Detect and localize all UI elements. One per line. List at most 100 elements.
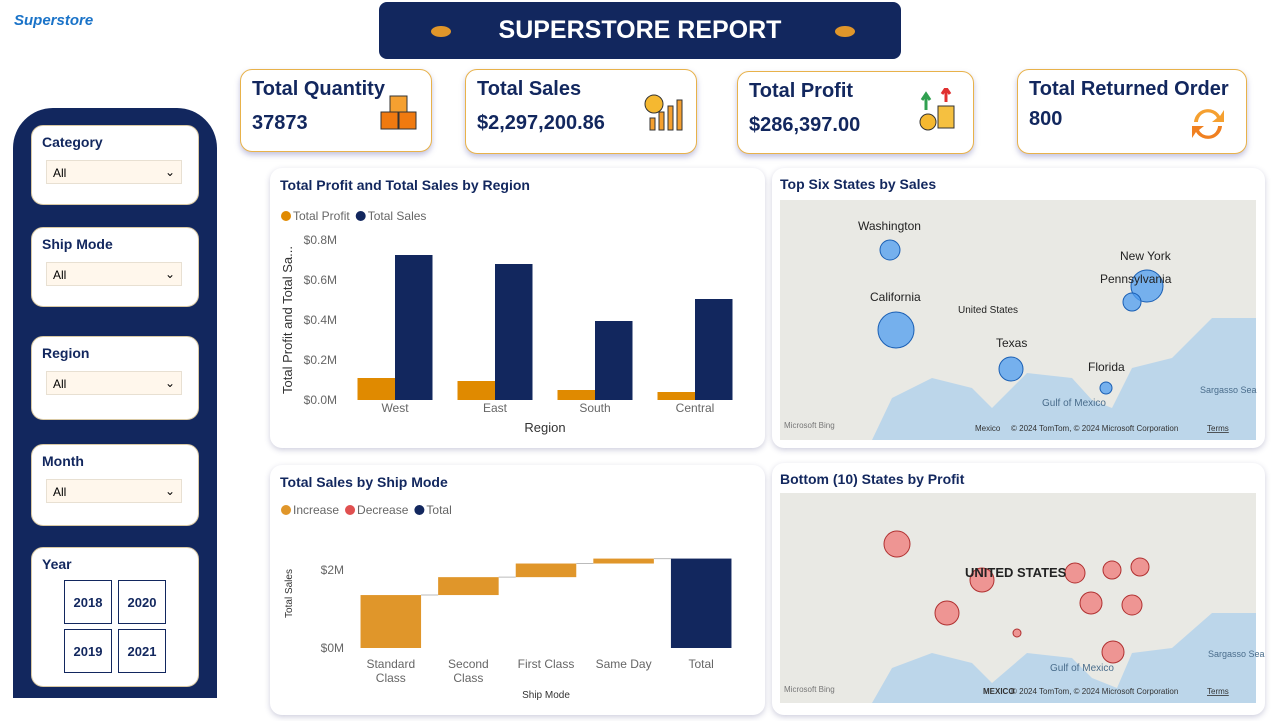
- kpi-icon: [919, 88, 955, 131]
- map-credit: © 2024 TomTom, © 2024 Microsoft Corporat…: [1011, 424, 1178, 433]
- bar: [360, 595, 422, 648]
- x-tick-label: Second Class: [448, 657, 489, 685]
- kpi-value: 800: [1029, 108, 1063, 130]
- kpi-card: Total Quantity 37873: [240, 69, 432, 152]
- bar: [593, 558, 654, 564]
- filter-label: Category: [42, 134, 103, 150]
- decoration: [431, 26, 451, 37]
- kpi-label: Total Sales: [477, 78, 582, 100]
- x-tick-label: Central: [676, 401, 715, 415]
- dropdown[interactable]: All ⌄: [46, 479, 182, 503]
- legend-label: Total: [426, 503, 451, 517]
- kpi-card: Total Returned Order 800: [1017, 69, 1247, 154]
- y-tick-label: $0.0M: [304, 393, 337, 407]
- bar: [395, 255, 433, 400]
- filter-panel: Category All ⌄ Ship Mode All ⌄ Region All ⌄ Mo…: [13, 108, 217, 698]
- y-tick-label: $0.6M: [304, 273, 337, 287]
- map-title: Top Six States by Sales: [780, 176, 936, 192]
- map-credit[interactable]: Terms: [1207, 687, 1229, 696]
- dropdown[interactable]: All ⌄: [46, 160, 182, 184]
- map-label: New York: [1120, 249, 1172, 263]
- map-credit[interactable]: Terms: [1207, 424, 1229, 433]
- y-tick-label: $0.8M: [304, 233, 337, 247]
- filter-label: Ship Mode: [42, 236, 113, 252]
- dropdown-value: All: [53, 268, 67, 282]
- bar: [357, 378, 395, 400]
- kpi-label: Total Quantity: [252, 78, 385, 100]
- dropdown[interactable]: All ⌄: [46, 262, 182, 286]
- map-label: Florida: [1088, 360, 1125, 374]
- y-tick-label: $2M: [321, 563, 344, 577]
- water-label: Sargasso Sea: [1208, 649, 1265, 659]
- filter-card: Region All ⌄: [31, 336, 199, 420]
- map-label: UNITED STATES: [965, 565, 1067, 580]
- chart: Total Sales by Ship Mode Increase Decrease…: [280, 474, 732, 701]
- kpi-icon: [380, 95, 417, 130]
- x-tick-label: Total: [688, 657, 714, 671]
- year-button[interactable]: 2021: [118, 629, 166, 673]
- map: Top Six States by Sales Washington Calif…: [780, 176, 1257, 440]
- filter-card: Ship Mode All ⌄: [31, 227, 199, 307]
- y-axis-title: Total Sales: [284, 569, 295, 618]
- kpi-label: Total Profit: [749, 80, 854, 102]
- kpi-label: Total Returned Order: [1029, 78, 1229, 100]
- legend-label: Total Profit: [293, 209, 350, 223]
- kpi-value: $2,297,200.86: [477, 112, 605, 134]
- map-credit: Microsoft Bing: [784, 421, 835, 430]
- chart-card: Total Sales by Ship Mode Increase Decrease…: [270, 465, 765, 715]
- bubbles: [883, 530, 1150, 664]
- map-label: California: [870, 290, 921, 304]
- legend-swatch: [345, 505, 356, 515]
- chevron: ⌄: [164, 165, 175, 179]
- y-tick-label: $0.4M: [304, 313, 337, 327]
- logo: Superstore: [14, 12, 94, 29]
- legend-swatch: [355, 211, 366, 221]
- map-label: United States: [958, 305, 1018, 316]
- dropdown-value: All: [53, 377, 67, 391]
- chart-title: Total Sales by Ship Mode: [280, 474, 448, 490]
- filter-label: Year: [42, 556, 72, 572]
- y-tick-label: $0.2M: [304, 353, 337, 367]
- bar: [595, 321, 633, 400]
- bar: [515, 563, 577, 578]
- kpi-icon: [644, 94, 683, 131]
- kpi-card: Total Profit $286,397.00: [737, 71, 974, 154]
- bar: [657, 392, 695, 400]
- map-label: Washington: [858, 219, 921, 233]
- bar: [495, 264, 533, 400]
- year-button[interactable]: 2019: [64, 629, 112, 673]
- legend-label: Increase: [293, 503, 339, 517]
- x-tick-label: South: [579, 401, 610, 415]
- year-button[interactable]: 2018: [64, 580, 112, 624]
- bar: [670, 558, 732, 648]
- kpi-value: 37873: [252, 112, 308, 134]
- kpi-card: Total Sales $2,297,200.86: [465, 69, 697, 154]
- bar: [457, 381, 495, 400]
- map-label: Texas: [996, 336, 1027, 350]
- x-tick-label: East: [483, 401, 508, 415]
- dropdown[interactable]: All ⌄: [46, 371, 182, 395]
- bar: [695, 299, 733, 400]
- x-tick-label: West: [381, 401, 409, 415]
- header-banner: SUPERSTORE REPORT: [379, 2, 901, 59]
- decoration: [835, 26, 855, 37]
- legend-label: Decrease: [357, 503, 409, 517]
- chart-card: Total Profit and Total Sales by Region To…: [270, 168, 765, 448]
- water-label: Gulf of Mexico: [1050, 663, 1114, 674]
- map: Bottom (10) States by Profit UNITED STAT…: [780, 471, 1265, 703]
- map-label: Pennsylvania: [1100, 272, 1172, 286]
- map-credit: © 2024 TomTom, © 2024 Microsoft Corporat…: [1011, 687, 1178, 696]
- year-button[interactable]: 2020: [118, 580, 166, 624]
- x-tick-label: Standard Class: [366, 657, 416, 685]
- bubbles: [877, 239, 1164, 395]
- legend-swatch: [281, 505, 291, 515]
- x-axis-title: Ship Mode: [522, 690, 570, 701]
- filter-card: Year 2018 2020 2019 2021: [31, 547, 199, 687]
- land: [780, 200, 1256, 440]
- filter-card: Month All ⌄: [31, 444, 199, 526]
- map-credit: Microsoft Bing: [784, 685, 835, 694]
- chevron: ⌄: [164, 267, 175, 281]
- x-axis-title: Region: [524, 420, 565, 435]
- report-title: SUPERSTORE REPORT: [498, 16, 782, 44]
- x-tick-label: Same Day: [595, 657, 652, 671]
